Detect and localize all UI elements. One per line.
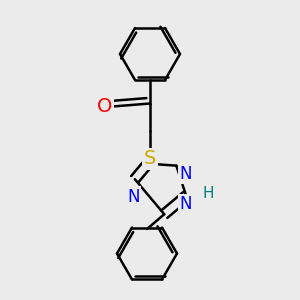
Text: O: O <box>97 97 113 116</box>
Text: N: N <box>179 195 192 213</box>
Text: S: S <box>144 149 156 169</box>
Text: H: H <box>203 186 214 201</box>
Text: N: N <box>179 165 192 183</box>
Text: N: N <box>127 188 140 206</box>
